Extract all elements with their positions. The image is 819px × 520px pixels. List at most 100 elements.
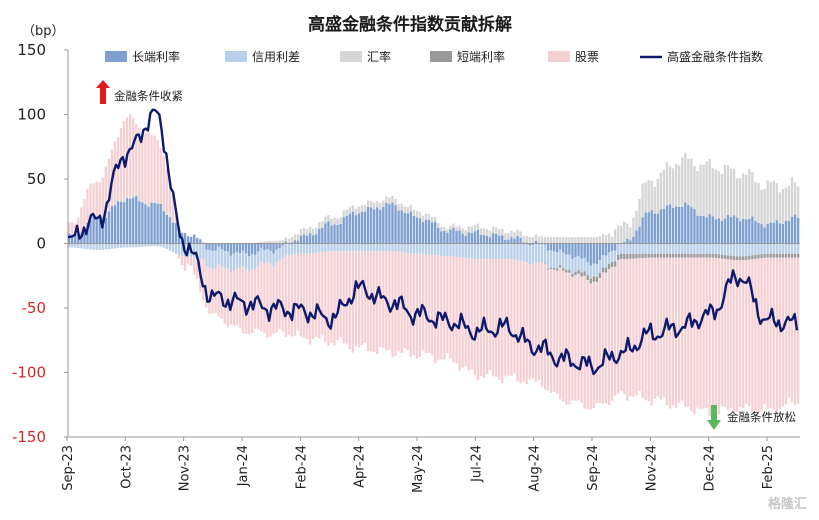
bar-segment (586, 243, 589, 262)
bar-segment (415, 243, 419, 254)
bar-segment (610, 267, 614, 401)
bar-segment (571, 276, 574, 401)
bar-segment (498, 243, 501, 259)
bar-segment (348, 207, 351, 214)
bar-segment (595, 236, 599, 244)
bar-segment (147, 206, 150, 244)
bar-segment (251, 243, 254, 254)
bar-segment (336, 243, 339, 252)
bar-segment (168, 217, 172, 244)
bar-segment (784, 243, 788, 254)
bar-segment (440, 231, 443, 244)
bar-segment (229, 272, 233, 325)
bar-segment (702, 164, 705, 216)
bar-segment (339, 223, 342, 244)
bar-segment (208, 267, 211, 314)
bar-segment (732, 168, 736, 216)
bar-segment (434, 221, 437, 244)
bar-segment (534, 240, 538, 244)
bar-segment (403, 212, 406, 244)
bar-segment (345, 243, 348, 252)
bar-segment (452, 223, 455, 228)
bar-segment (92, 243, 95, 250)
x-tick-label: Jan-24 (236, 445, 251, 487)
bar-segment (199, 239, 202, 244)
bar-segment (220, 243, 223, 250)
bar-segment (546, 269, 550, 391)
index-line (67, 108, 799, 376)
bar-segment (141, 202, 144, 244)
bar-segment (427, 254, 431, 354)
bar-segment (461, 233, 464, 244)
bar-segment (687, 257, 690, 407)
bar-segment (315, 234, 318, 244)
legend-label: 信用利差 (252, 50, 300, 64)
bar-segment (757, 222, 760, 244)
bar-segment (772, 253, 775, 258)
bar-segment (241, 250, 245, 267)
bar-segment (101, 217, 104, 244)
bar-segment (659, 253, 663, 258)
bar-segment (522, 243, 525, 262)
bar-segment (308, 253, 312, 345)
bar-segment (604, 255, 608, 268)
bar-segment (516, 236, 519, 244)
bar-segment (620, 259, 623, 392)
bar-segment (113, 243, 117, 249)
x-tick-label: Feb-24 (294, 445, 309, 489)
bar-segment (565, 254, 568, 271)
bar-segment (711, 243, 714, 254)
bar-segment (766, 257, 769, 409)
bar-segment (452, 227, 455, 244)
bar-segment (592, 276, 595, 282)
bar-segment (107, 158, 111, 211)
bar-segment (739, 243, 742, 257)
chart-axes: 150 100 50 0 -50 -100 -150 Sep-23 Oct-23 Nov-23 Ja… (12, 41, 800, 493)
bar-segment (449, 225, 452, 230)
bar-segment (595, 264, 599, 278)
bar-segment (626, 223, 629, 239)
bar-segment (299, 235, 303, 244)
bar-segment (763, 227, 766, 244)
bar-segment (351, 205, 355, 212)
bar-segment (742, 256, 745, 261)
bar-segment (510, 243, 513, 260)
y-tick-label: 100 (17, 106, 46, 124)
bar-segment (159, 243, 162, 247)
bar-segment (702, 215, 705, 244)
bar-segment (635, 230, 638, 244)
bar-segment (610, 236, 614, 244)
bar-segment (174, 223, 178, 244)
bar-segment (562, 237, 565, 244)
bar-segment (333, 224, 336, 244)
bar-segment (793, 214, 797, 244)
bar-segment (668, 204, 672, 244)
bar-segment (638, 258, 641, 392)
bar-segment (305, 253, 309, 340)
bar-segment (626, 243, 629, 254)
bar-segment (83, 199, 86, 228)
x-tick-label: Nov-24 (644, 445, 659, 491)
bar-segment (302, 243, 306, 254)
bar-segment (729, 216, 733, 244)
bar-segment (656, 178, 660, 214)
bar-segment (162, 211, 165, 244)
bar-segment (278, 243, 281, 249)
bar-segment (260, 247, 263, 262)
bar-segment (385, 243, 388, 252)
bar-segment (470, 232, 473, 244)
bar-segment (470, 258, 473, 370)
bar-segment (537, 262, 541, 381)
bar-segment (461, 243, 464, 258)
bar-segment (671, 168, 675, 208)
bar-segment (659, 172, 663, 210)
bar-segment (778, 192, 782, 224)
bar-segment (68, 233, 71, 244)
bar-segment (659, 257, 663, 400)
bar-segment (714, 219, 717, 244)
bar-segment (705, 161, 708, 218)
bar-segment (229, 243, 233, 256)
bar-segment (467, 243, 470, 259)
bar-segment (427, 219, 431, 244)
bar-segment (516, 229, 519, 237)
